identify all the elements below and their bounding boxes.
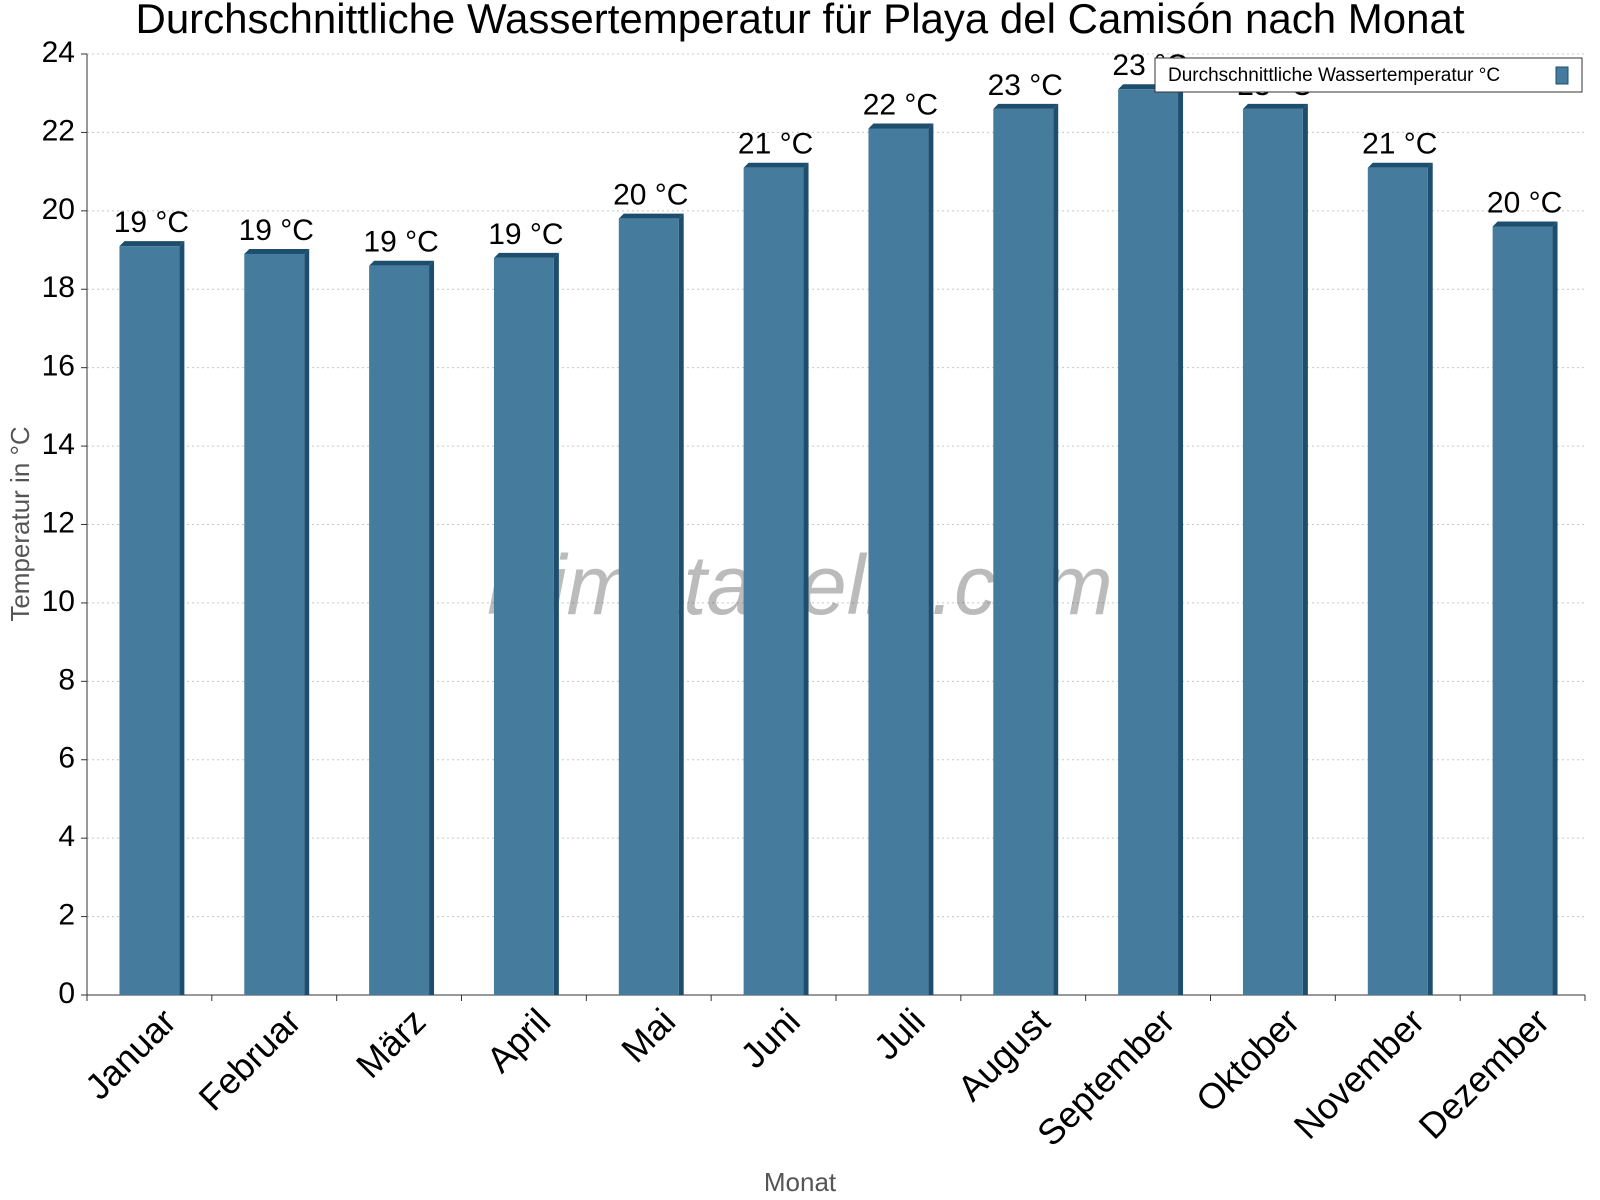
- bar-top: [993, 103, 1059, 109]
- bar: [369, 265, 430, 996]
- bar-top: [1242, 103, 1308, 109]
- legend-label: Durchschnittliche Wassertemperatur °C: [1168, 65, 1500, 86]
- bar: [1242, 108, 1303, 996]
- y-tick-label: 18: [42, 271, 75, 304]
- y-tick-label: 6: [58, 742, 75, 775]
- value-label: 20 °C: [613, 179, 688, 212]
- y-tick-label: 4: [58, 820, 75, 853]
- bar-top: [493, 252, 559, 258]
- x-tick-label: April: [478, 1000, 558, 1080]
- y-tick-label: 12: [42, 506, 75, 539]
- y-tick-label: 2: [58, 899, 75, 932]
- value-label: 21 °C: [1362, 128, 1437, 161]
- bar-side: [928, 123, 934, 995]
- bar-top: [119, 241, 185, 247]
- bar: [493, 257, 554, 996]
- bar-top: [1492, 221, 1558, 227]
- value-label: 23 °C: [988, 69, 1063, 102]
- bar: [1492, 226, 1553, 995]
- x-tick-label: Januar: [77, 1000, 184, 1107]
- chart-title: Durchschnittliche Wassertemperatur für P…: [135, 0, 1464, 42]
- y-tick-label: 10: [42, 585, 75, 618]
- x-tick-label: August: [949, 1000, 1057, 1108]
- bar-top: [369, 260, 435, 266]
- legend-swatch: [1555, 66, 1569, 85]
- bar-side: [1427, 162, 1433, 995]
- bar: [1118, 89, 1179, 996]
- y-tick-label: 8: [58, 663, 75, 696]
- bar-side: [803, 162, 809, 995]
- bar-top: [618, 213, 684, 219]
- x-tick-label: November: [1286, 1000, 1432, 1146]
- bar-top: [868, 123, 934, 129]
- value-label: 19 °C: [114, 206, 189, 239]
- bar-side: [1178, 84, 1184, 996]
- bar: [868, 128, 929, 995]
- bar: [618, 218, 679, 996]
- x-tick-label: Juli: [866, 1000, 933, 1067]
- value-label: 19 °C: [488, 218, 563, 251]
- x-tick-label: Februar: [191, 1000, 309, 1118]
- bar-top: [743, 162, 809, 168]
- bar-side: [1053, 103, 1059, 996]
- bar: [1367, 167, 1428, 995]
- bar-side: [1552, 221, 1558, 995]
- x-tick-label: Dezember: [1411, 1000, 1557, 1146]
- legend: Durchschnittliche Wassertemperatur °C: [1154, 57, 1583, 93]
- bar-side: [429, 260, 435, 996]
- y-axis-title: Temperatur in °C: [5, 426, 35, 621]
- bar-side: [304, 248, 310, 995]
- value-label: 19 °C: [239, 214, 314, 247]
- bar-side: [1302, 103, 1308, 996]
- y-tick-label: 24: [42, 36, 75, 69]
- x-tick-label: Oktober: [1188, 1000, 1308, 1120]
- bar-top: [1367, 162, 1433, 168]
- x-tick-label: September: [1029, 1000, 1183, 1154]
- bar-side: [553, 252, 559, 996]
- y-tick-label: 14: [42, 428, 75, 461]
- value-label: 19 °C: [363, 226, 438, 259]
- x-tick-label: Mai: [613, 1000, 683, 1070]
- value-label: 21 °C: [738, 128, 813, 161]
- value-label: 22 °C: [863, 88, 938, 121]
- bar: [119, 246, 180, 995]
- bar: [244, 253, 305, 995]
- y-tick-label: 20: [42, 193, 75, 226]
- x-tick-label: März: [348, 1000, 434, 1086]
- y-tick-label: 16: [42, 350, 75, 383]
- legend-box: [1154, 57, 1583, 93]
- bar-side: [678, 213, 684, 996]
- bar-side: [179, 241, 185, 995]
- bar: [993, 108, 1054, 996]
- x-tick-label: Juni: [732, 1000, 808, 1076]
- y-tick-label: 22: [42, 114, 75, 147]
- bar-top: [244, 248, 310, 254]
- x-axis-title: Monat: [764, 1167, 837, 1197]
- bar: [743, 167, 804, 995]
- y-tick-label: 0: [58, 977, 75, 1010]
- value-label: 20 °C: [1487, 186, 1562, 219]
